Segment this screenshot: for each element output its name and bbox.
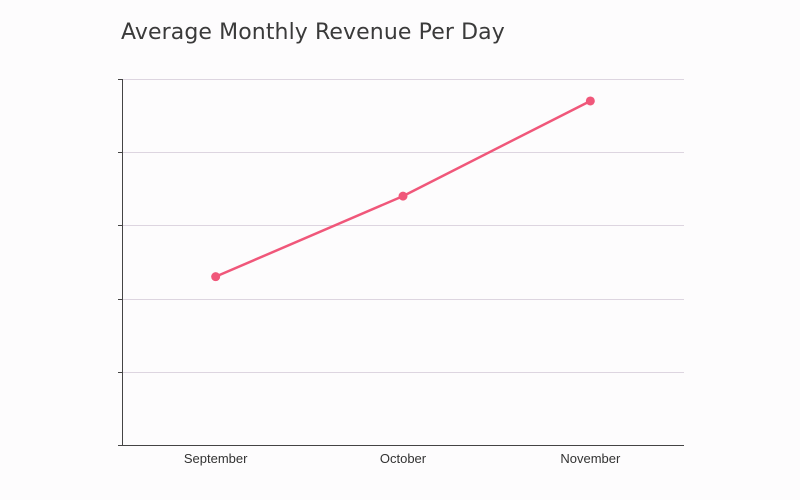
x-tick-label: October bbox=[380, 451, 427, 466]
data-point-october[interactable] bbox=[398, 191, 408, 201]
data-point-september[interactable] bbox=[211, 272, 221, 282]
series-line bbox=[215, 99, 591, 278]
series bbox=[211, 96, 595, 282]
axes bbox=[118, 79, 684, 446]
data-point-november[interactable] bbox=[585, 96, 595, 106]
gridlines bbox=[122, 79, 684, 373]
x-tick-labels: September October November bbox=[184, 451, 621, 466]
chart-title: Average Monthly Revenue Per Day bbox=[121, 20, 505, 45]
x-tick-label: November bbox=[560, 451, 621, 466]
x-tick-label: September bbox=[184, 451, 248, 466]
